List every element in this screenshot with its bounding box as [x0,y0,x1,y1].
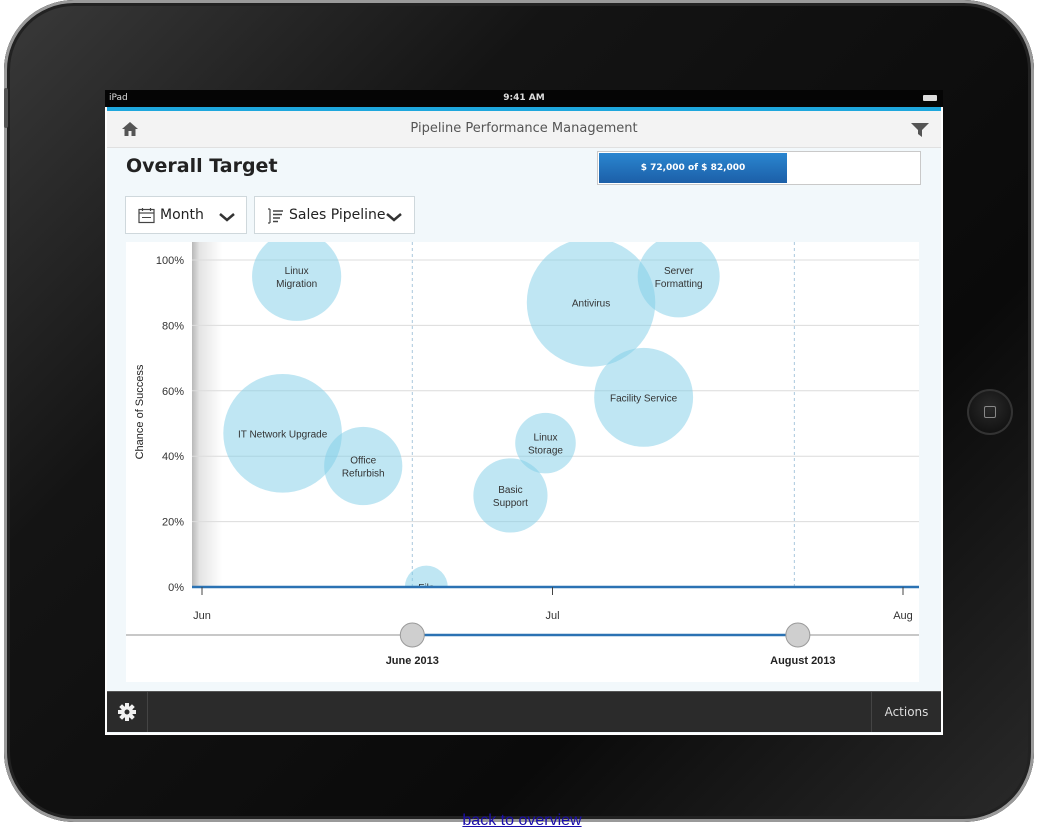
screen: iPad 9:41 AM Pipeline Performance Manage… [105,90,943,735]
bubble-circle[interactable] [223,374,342,493]
x-tick-label: Aug [893,610,913,622]
bubble-label: Facility Service [610,393,678,404]
bubble-label: File [418,583,435,594]
bubble[interactable]: Server Formatting [637,242,720,318]
home-icon[interactable] [121,120,139,138]
actions-button[interactable]: Actions [871,692,941,732]
range-end-label: August 2013 [770,655,835,667]
ipad-frame: iPad 9:41 AM Pipeline Performance Manage… [4,0,1034,822]
app-title: Pipeline Performance Management [410,121,638,136]
bubble-label: Basic [498,485,522,496]
bubble-circle[interactable] [637,242,720,318]
footer-toolbar: Actions [107,691,941,732]
source-dropdown-label: Sales Pipeline [289,207,386,223]
period-dropdown[interactable]: Month [125,196,247,234]
y-tick-label: 60% [162,386,184,398]
side-button [4,88,8,128]
bubble-label: Migration [276,279,317,290]
bubble-label: Linux [534,433,558,444]
app: Pipeline Performance Management Overall … [107,107,941,733]
y-axis-label: Chance of Success [134,364,146,459]
calendar-icon [138,208,155,224]
bubble[interactable]: Basic Support [473,458,548,533]
battery-icon [923,95,937,101]
clock: 9:41 AM [503,93,545,103]
range-end-handle[interactable] [785,622,811,648]
settings-button[interactable] [107,692,148,732]
back-to-overview-link[interactable]: back to overview [462,812,582,829]
chevron-down-icon [386,213,402,222]
chevron-down-icon [219,213,235,222]
home-button[interactable] [967,389,1013,435]
bubble-circle[interactable] [594,347,694,447]
filter-icon[interactable] [911,123,929,137]
bubble-circle[interactable] [324,426,403,506]
bubble-label: Support [493,498,528,509]
bubble-circle[interactable] [515,412,576,474]
bubble-label: Formatting [655,279,703,290]
title-bar: Pipeline Performance Management [107,111,941,148]
gear-icon [118,703,136,721]
bubble[interactable]: IT Network Upgrade [223,374,342,493]
target-progress-fill [599,153,787,183]
bubble-circle[interactable] [473,458,548,533]
bubble-label: Server [664,266,694,277]
source-dropdown[interactable]: Sales Pipeline [254,196,415,234]
bubble[interactable]: Antivirus [526,242,656,367]
y-tick-label: 0% [168,582,184,594]
bubble-label: IT Network Upgrade [238,429,328,440]
bubble-circle[interactable] [526,242,656,367]
page-title: Overall Target [126,155,278,177]
status-bar: iPad 9:41 AM [105,90,943,107]
list-filter-icon [268,208,283,224]
y-tick-label: 100% [156,255,184,267]
y-tick-label: 80% [162,320,184,332]
period-dropdown-label: Month [160,207,204,223]
bubble-label: Linux [285,266,309,277]
y-tick-label: 40% [162,451,184,463]
target-progress-label: $ 72,000 of $ 82,000 [640,163,746,173]
bubble[interactable]: Facility Service [594,347,694,447]
range-start-handle[interactable] [399,622,425,648]
range-start-label: June 2013 [386,655,439,667]
bubble[interactable]: Linux Storage [515,412,576,474]
x-tick-label: Jun [193,610,211,622]
accent-bar [107,107,941,111]
carrier-label: iPad [109,93,128,103]
bubble-chart: Linux Migration IT Network Upgrade Office Re… [126,242,919,682]
bubble-label: Antivirus [572,299,610,310]
target-progress: $ 72,000 of $ 82,000 [597,151,921,185]
bubble[interactable]: Linux Migration [252,242,342,321]
bubble-circle[interactable] [404,565,448,609]
bubble[interactable]: Office Refurbish [324,426,403,506]
x-tick-label: Jul [545,610,559,622]
bubble[interactable]: File [404,565,448,609]
bubble-label: Office [350,456,376,467]
bubble-circle[interactable] [252,242,342,321]
bubble-label: Refurbish [342,469,385,480]
y-tick-label: 20% [162,517,184,529]
bubble-label: Storage [528,446,563,457]
